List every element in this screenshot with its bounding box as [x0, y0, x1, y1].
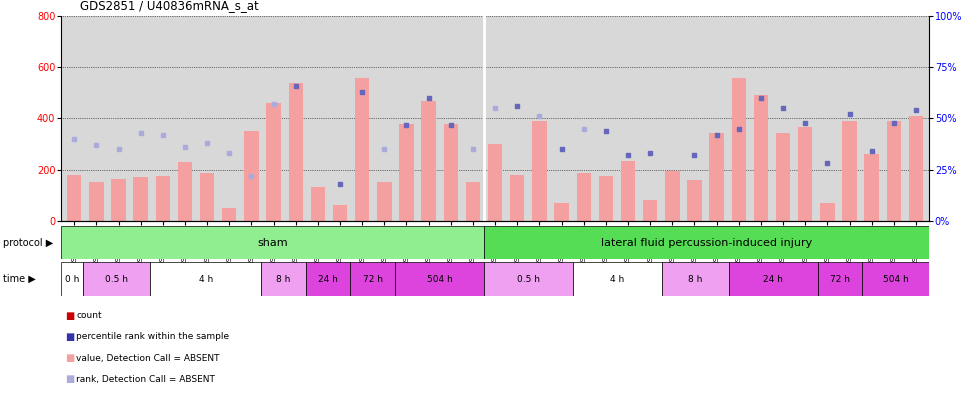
Bar [111, 179, 126, 221]
Bar [310, 188, 325, 221]
Bar [350, 262, 395, 296]
Bar [156, 176, 170, 221]
Text: count: count [76, 311, 102, 320]
Text: 504 h: 504 h [883, 275, 909, 284]
Bar [261, 262, 306, 296]
Bar [488, 144, 502, 221]
Text: GDS2851 / U40836mRNA_s_at: GDS2851 / U40836mRNA_s_at [80, 0, 259, 12]
Bar [444, 124, 458, 221]
Bar [554, 203, 569, 221]
Bar [863, 262, 929, 296]
Bar [67, 175, 81, 221]
Bar [776, 132, 790, 221]
Bar [573, 262, 662, 296]
Bar [818, 262, 863, 296]
Bar [599, 176, 613, 221]
Bar [484, 262, 573, 296]
Text: 8 h: 8 h [277, 275, 291, 284]
Text: 24 h: 24 h [318, 275, 338, 284]
Bar [61, 226, 484, 259]
Bar [909, 116, 923, 221]
Text: 0 h: 0 h [65, 275, 79, 284]
Bar [266, 103, 280, 221]
Bar [732, 78, 746, 221]
Text: rank, Detection Call = ABSENT: rank, Detection Call = ABSENT [76, 375, 216, 384]
Text: ■: ■ [65, 332, 74, 342]
Text: value, Detection Call = ABSENT: value, Detection Call = ABSENT [76, 354, 220, 362]
Bar [178, 162, 192, 221]
Bar [288, 83, 303, 221]
Bar [753, 96, 768, 221]
Bar [200, 173, 215, 221]
Text: 4 h: 4 h [610, 275, 625, 284]
Text: ■: ■ [65, 311, 74, 321]
Text: protocol ▶: protocol ▶ [3, 238, 53, 247]
Bar [377, 182, 392, 221]
Bar [83, 262, 150, 296]
Bar [133, 177, 148, 221]
Bar [61, 262, 83, 296]
Text: 4 h: 4 h [198, 275, 213, 284]
Bar [150, 262, 261, 296]
Text: ■: ■ [65, 353, 74, 363]
Bar [466, 182, 481, 221]
Text: percentile rank within the sample: percentile rank within the sample [76, 333, 229, 341]
Bar [532, 121, 546, 221]
Bar [510, 175, 524, 221]
Bar [245, 131, 258, 221]
Bar [820, 203, 835, 221]
Text: lateral fluid percussion-induced injury: lateral fluid percussion-induced injury [601, 238, 812, 247]
Bar [798, 128, 812, 221]
Bar [333, 205, 347, 221]
Text: 24 h: 24 h [764, 275, 783, 284]
Bar [729, 262, 818, 296]
Text: sham: sham [257, 238, 288, 247]
Text: 72 h: 72 h [363, 275, 383, 284]
Bar [576, 173, 591, 221]
Bar [887, 121, 901, 221]
Bar [662, 262, 729, 296]
Bar [688, 180, 702, 221]
Text: 504 h: 504 h [426, 275, 453, 284]
Bar [643, 200, 658, 221]
Bar [222, 208, 237, 221]
Text: 72 h: 72 h [831, 275, 850, 284]
Bar [355, 78, 369, 221]
Text: ■: ■ [65, 374, 74, 384]
Bar [306, 262, 350, 296]
Bar [621, 161, 635, 221]
Text: time ▶: time ▶ [3, 274, 36, 284]
Text: 0.5 h: 0.5 h [517, 275, 540, 284]
Bar [665, 171, 680, 221]
Bar [395, 262, 484, 296]
Bar [89, 182, 103, 221]
Bar [484, 226, 929, 259]
Bar [864, 154, 879, 221]
Text: 0.5 h: 0.5 h [105, 275, 128, 284]
Bar [399, 124, 414, 221]
Text: 8 h: 8 h [689, 275, 703, 284]
Bar [710, 132, 724, 221]
Bar [842, 121, 857, 221]
Bar [422, 100, 436, 221]
